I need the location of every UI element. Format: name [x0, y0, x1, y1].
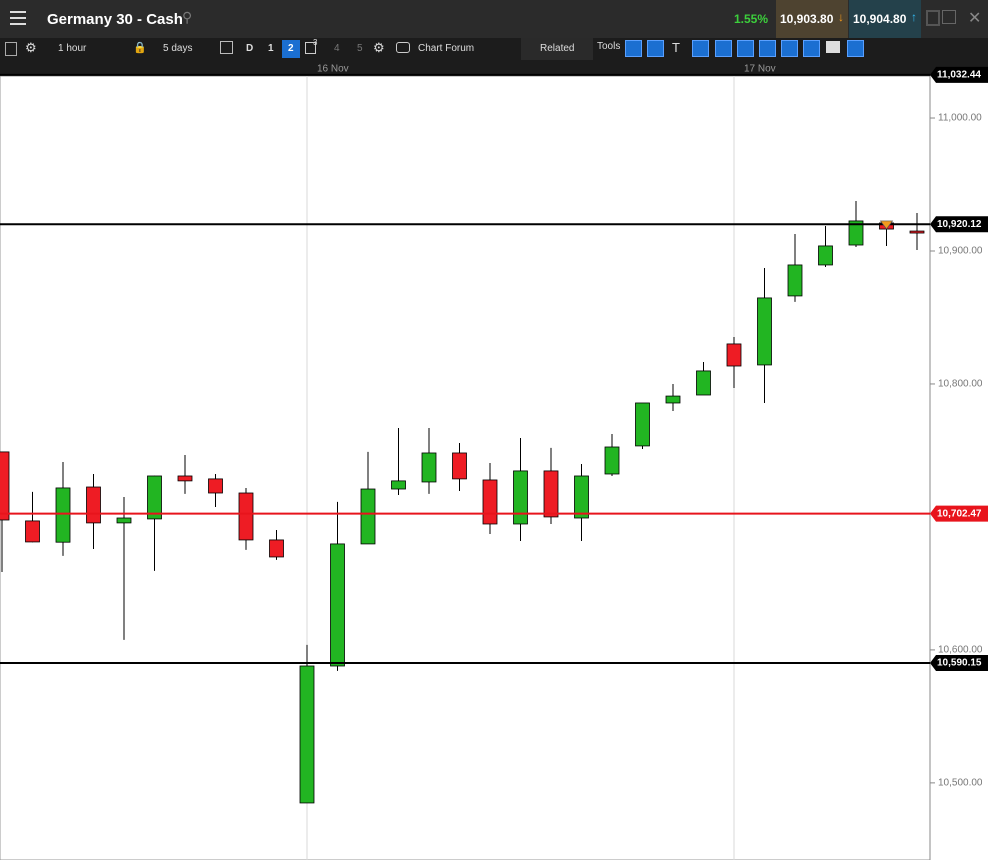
tool-button[interactable] [759, 40, 776, 57]
y-tick-label: 11,000.00 [938, 113, 982, 124]
candle-body [269, 539, 284, 558]
candle-body [909, 230, 925, 234]
calendar-icon[interactable] [220, 41, 233, 54]
related-button[interactable]: Related [521, 38, 593, 60]
date-label: 17 Nov [744, 64, 776, 75]
page-button[interactable]: 4 [334, 43, 340, 54]
price-level-tag [930, 66, 988, 83]
date-label: 16 Nov [317, 64, 349, 75]
price-level-label: 11,032.44 [937, 70, 981, 81]
candle-body [604, 446, 620, 475]
candle-body [330, 543, 345, 667]
forum-icon[interactable] [396, 42, 410, 53]
candle-body [787, 264, 803, 297]
page-button[interactable]: 5 [357, 43, 363, 54]
interval-select[interactable]: 1 hour [58, 43, 87, 54]
candle-body [25, 520, 40, 543]
candle-body [238, 492, 254, 541]
price-level-label: 10,590.15 [937, 658, 982, 669]
candle-body [543, 470, 559, 518]
y-tick-label: 10,800.00 [938, 379, 983, 390]
tools-label: Tools [597, 41, 621, 52]
page-label: 2 [288, 43, 294, 54]
price-level-label: 10,702.47 [937, 508, 982, 519]
y-tick-label: 10,600.00 [938, 645, 983, 656]
settings-icon[interactable]: ⚙ [25, 40, 37, 55]
candle-body [818, 245, 833, 266]
candle-body [177, 475, 193, 482]
candle-body [421, 452, 437, 483]
tool-button[interactable] [692, 40, 709, 57]
price-change: 1.55% [734, 12, 769, 26]
tool-button[interactable] [803, 40, 820, 57]
candle-body [574, 475, 589, 519]
y-tick-label: 10,500.00 [938, 778, 983, 789]
title-bar: Germany 30 - Cash ⚲ 1.55% 10,903.80 ↓ 10… [0, 0, 988, 39]
candle-body [482, 479, 498, 525]
range-select[interactable]: 5 days [163, 43, 193, 54]
price-level-label: 10,920.12 [937, 219, 982, 230]
toolbar: ⚙ 1 hour 🔒 5 days D 1 2 3 4 5 ⚙ Chart Fo… [0, 38, 988, 60]
tool-button[interactable] [781, 40, 798, 57]
candle-body [848, 220, 864, 246]
tool-button[interactable] [737, 40, 754, 57]
buy-arrow: ↑ [911, 10, 917, 24]
tool-button[interactable] [715, 40, 732, 57]
chart: 16 Nov 17 Nov 10,500.00 10,600.00 10,800.00 1… [0, 60, 988, 860]
candle-body [55, 487, 71, 543]
tool-button[interactable] [647, 40, 664, 57]
search-icon[interactable]: ⚲ [182, 9, 193, 25]
tool-button[interactable] [847, 40, 864, 57]
popout-button[interactable] [942, 10, 956, 24]
candle-body [147, 475, 162, 520]
candle-body [665, 395, 681, 404]
page-badge: 3 [313, 38, 318, 47]
date-axis-bar [0, 60, 988, 76]
candle-body [726, 343, 742, 367]
lock-icon[interactable]: 🔒 [133, 42, 147, 54]
chart-forum-button[interactable]: Chart Forum [418, 43, 475, 54]
candle-body [513, 470, 528, 525]
price-level-tag [930, 655, 988, 672]
buy-price: 10,904.80 [853, 12, 907, 26]
close-button[interactable]: ✕ [968, 10, 982, 27]
price-level-tag [930, 505, 988, 522]
trash-icon[interactable] [926, 10, 940, 26]
list-icon[interactable] [5, 42, 17, 56]
sell-arrow: ↓ [838, 10, 844, 24]
menu-button[interactable] [10, 11, 26, 25]
candle-body [299, 665, 315, 804]
sell-button[interactable]: 10,903.80 ↓ [776, 0, 848, 38]
candle-body [0, 451, 10, 521]
instrument-title: Germany 30 - Cash [47, 11, 183, 28]
sell-price: 10,903.80 [780, 12, 834, 26]
related-label: Related [540, 43, 575, 54]
tool-button[interactable] [625, 40, 642, 57]
candle-body [452, 452, 467, 480]
page-button[interactable]: 1 [268, 43, 274, 54]
page-icon[interactable] [305, 42, 316, 54]
text-tool[interactable]: T [672, 40, 680, 55]
order-marker [879, 220, 894, 230]
print-button[interactable] [826, 41, 840, 53]
y-tick-label: 10,900.00 [938, 246, 983, 257]
chart-settings-icon[interactable]: ⚙ [373, 40, 385, 55]
candle-body [360, 488, 376, 545]
candle-body [696, 370, 711, 396]
price-level-tag [930, 216, 988, 233]
buy-button[interactable]: 10,904.80 ↑ [849, 0, 921, 38]
candle-body [208, 478, 223, 494]
candle-body [116, 517, 132, 524]
page-button-active[interactable]: 2 [282, 40, 300, 58]
day-button[interactable]: D [246, 43, 254, 54]
candle-body [391, 480, 406, 490]
candle-body [635, 402, 650, 447]
candle-body [86, 486, 101, 524]
candle-body [757, 297, 772, 366]
